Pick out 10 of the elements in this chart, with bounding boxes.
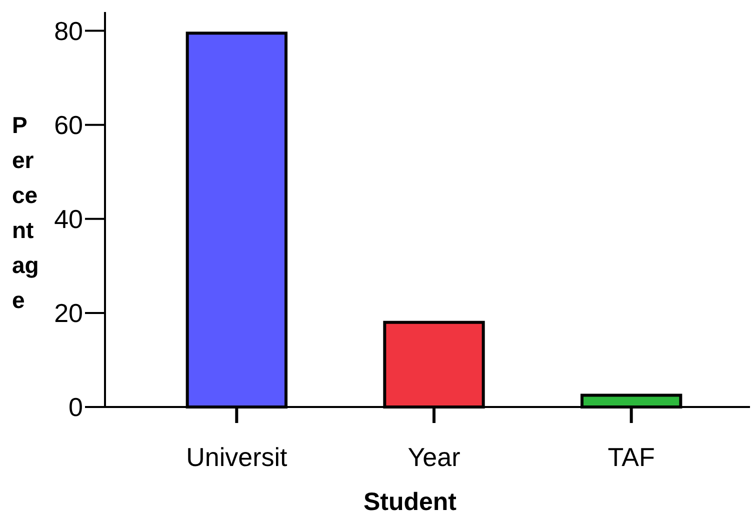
x-tick-label: Year [408, 442, 461, 472]
y-tick-label: 40 [54, 204, 83, 234]
x-tick-label: TAF [608, 442, 655, 472]
y-axis-title: Percentage [12, 112, 39, 313]
x-tick-label: Universit [186, 442, 288, 472]
x-axis-title: Student [363, 488, 458, 516]
y-tick-label: 60 [54, 110, 83, 140]
y-tick-label: 0 [68, 392, 83, 422]
y-tick-label: 20 [54, 298, 83, 328]
y-tick-label: 80 [54, 16, 83, 46]
